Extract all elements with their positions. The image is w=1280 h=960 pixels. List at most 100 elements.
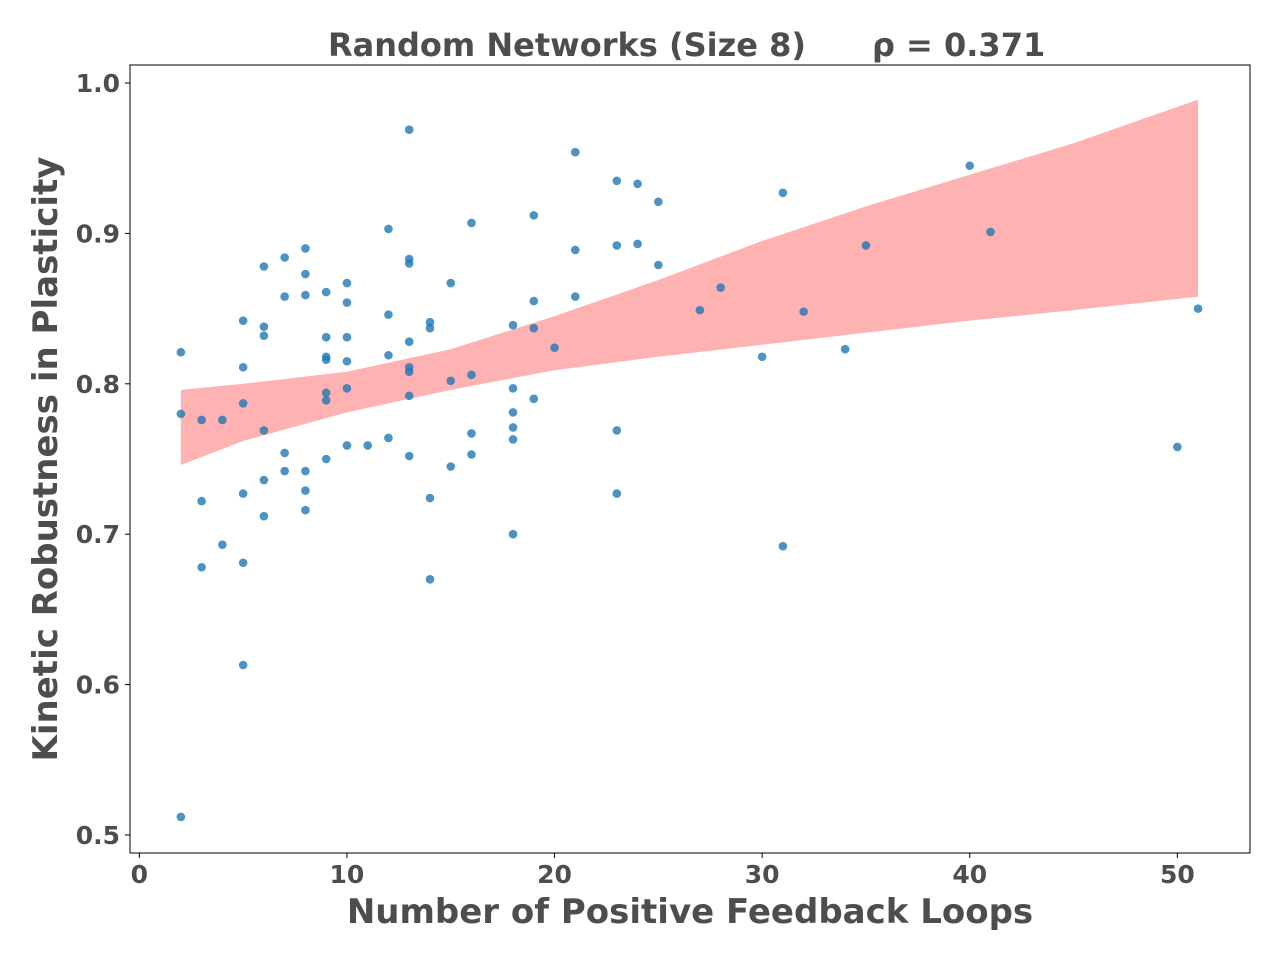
data-point — [778, 188, 788, 198]
data-point — [238, 558, 248, 568]
data-point — [321, 355, 331, 365]
data-point — [467, 218, 476, 228]
data-point — [404, 367, 414, 377]
data-point — [508, 320, 518, 330]
data-point — [342, 356, 352, 366]
data-point — [757, 352, 767, 362]
data-point — [695, 305, 705, 315]
data-point — [446, 376, 456, 386]
x-axis: 0 10 20 30 40 50 — [131, 853, 1195, 889]
y-tick-label: 0.5 — [76, 821, 120, 850]
data-point — [176, 409, 186, 419]
data-points-layer — [176, 125, 1203, 822]
data-point — [654, 197, 663, 207]
data-point — [384, 224, 393, 234]
data-point — [404, 259, 414, 268]
data-point — [404, 125, 414, 134]
x-tick-label: 40 — [952, 860, 987, 889]
data-point — [321, 454, 331, 464]
chart-title: Random Networks (Size 8) — [328, 26, 806, 64]
data-point — [986, 227, 995, 237]
y-axis-label: Kinetic Robustness in Plasticity — [26, 157, 66, 762]
data-point — [508, 384, 518, 393]
data-point — [280, 466, 289, 476]
data-point — [301, 269, 310, 279]
data-point — [280, 448, 289, 458]
data-point — [778, 541, 788, 551]
data-point — [612, 489, 622, 498]
data-point — [238, 489, 248, 498]
data-point — [384, 350, 393, 360]
data-point — [529, 323, 539, 333]
data-point — [633, 239, 642, 249]
correlation-annotation: ρ = 0.371 — [872, 26, 1045, 64]
data-point — [176, 812, 186, 822]
data-point — [321, 287, 331, 297]
data-point — [197, 496, 206, 506]
data-point — [280, 253, 289, 262]
data-point — [259, 426, 269, 435]
data-point — [425, 575, 435, 584]
data-point — [301, 505, 310, 515]
x-tick-label: 20 — [537, 860, 572, 889]
data-point — [1173, 442, 1182, 452]
data-point — [197, 415, 206, 425]
data-point — [508, 435, 518, 444]
data-point — [342, 298, 352, 307]
confidence-band — [180, 99, 1199, 466]
data-point — [218, 540, 227, 550]
data-point — [259, 262, 269, 271]
data-point — [404, 391, 414, 401]
data-point — [446, 462, 456, 471]
data-point — [238, 316, 248, 325]
data-point — [571, 292, 580, 301]
data-point — [425, 323, 435, 333]
data-point — [965, 161, 975, 171]
data-point — [467, 370, 476, 380]
data-point — [508, 423, 518, 432]
data-point — [612, 176, 622, 186]
data-point — [259, 475, 269, 485]
data-point — [342, 332, 352, 342]
data-point — [404, 337, 414, 347]
data-point — [321, 388, 331, 398]
data-point — [633, 179, 642, 189]
data-point — [529, 394, 539, 404]
y-tick-label: 1.0 — [76, 69, 120, 98]
data-point — [425, 317, 435, 327]
data-point — [571, 147, 580, 157]
x-axis-label: Number of Positive Feedback Loops — [347, 892, 1033, 932]
data-point — [384, 433, 393, 443]
data-point — [342, 278, 352, 288]
data-point — [301, 466, 310, 476]
data-point — [384, 310, 393, 319]
data-point — [446, 278, 456, 288]
data-point — [508, 529, 518, 539]
x-tick-label: 0 — [131, 860, 148, 889]
data-point — [529, 211, 539, 220]
data-point — [280, 292, 289, 301]
data-point — [321, 396, 331, 405]
y-tick-label: 0.9 — [76, 219, 120, 248]
data-point — [259, 331, 269, 340]
data-point — [342, 441, 352, 450]
y-axis: 0.5 0.6 0.7 0.8 0.9 1.0 — [76, 69, 130, 850]
data-point — [238, 399, 248, 408]
data-point — [342, 384, 352, 393]
data-point — [301, 244, 310, 253]
data-point — [571, 245, 580, 255]
data-point — [301, 290, 310, 300]
data-point — [716, 283, 725, 292]
data-point — [238, 660, 248, 670]
data-point — [612, 241, 622, 250]
data-point — [840, 344, 850, 354]
data-point — [425, 493, 435, 503]
plot-area-frame — [129, 64, 1251, 854]
data-point — [363, 441, 373, 450]
y-tick-label: 0.8 — [76, 370, 120, 399]
x-tick-label: 30 — [745, 860, 780, 889]
data-point — [197, 562, 206, 572]
data-point — [467, 429, 476, 438]
data-point — [467, 450, 476, 459]
